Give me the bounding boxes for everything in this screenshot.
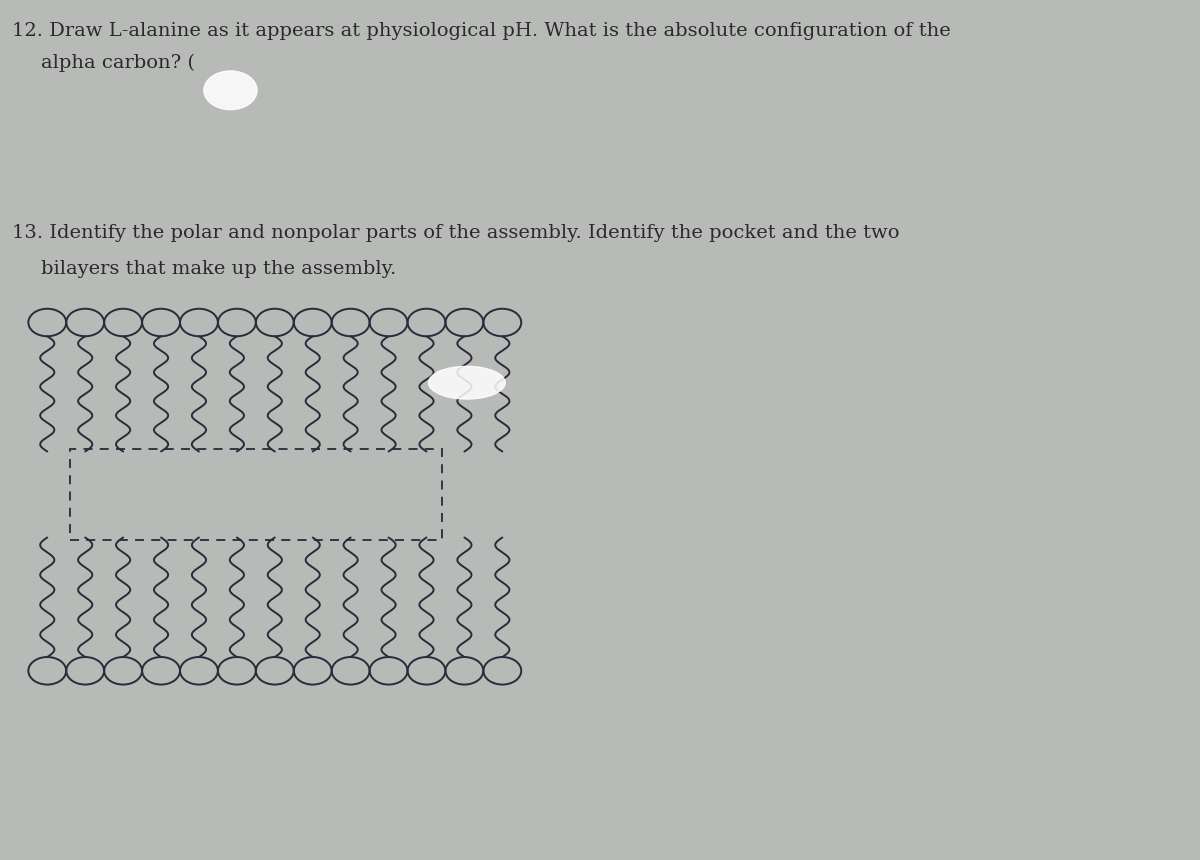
Bar xyxy=(70,449,442,540)
Text: bilayers that make up the assembly.: bilayers that make up the assembly. xyxy=(41,260,397,278)
Ellipse shape xyxy=(204,71,257,110)
Ellipse shape xyxy=(428,366,505,399)
Text: 13. Identify the polar and nonpolar parts of the assembly. Identify the pocket a: 13. Identify the polar and nonpolar part… xyxy=(12,224,899,242)
Text: alpha carbon? (: alpha carbon? ( xyxy=(41,54,196,72)
Text: 12. Draw L-alanine as it appears at physiological pH. What is the absolute confi: 12. Draw L-alanine as it appears at phys… xyxy=(12,22,950,40)
